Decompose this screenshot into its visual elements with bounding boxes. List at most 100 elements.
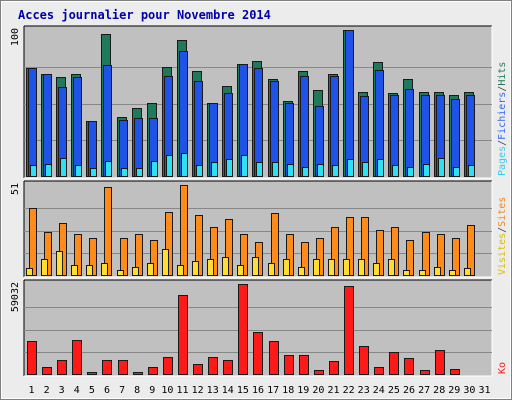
bar-visites-9 <box>147 263 154 276</box>
x-tick-label-16: 16 <box>252 385 264 396</box>
bar-fichiers-12 <box>194 81 203 177</box>
bar-ko-19 <box>299 355 309 375</box>
bar-pages-18 <box>287 164 294 177</box>
x-tick-label-12: 12 <box>192 385 204 396</box>
chart-title: Acces journalier pour Novembre 2014 <box>18 8 271 22</box>
bar-ko-7 <box>118 360 128 375</box>
bar-ko-4 <box>72 340 82 375</box>
legend-entry-0: Visites <box>497 233 508 275</box>
legend-visites-sites: Visites/Sites <box>497 197 508 275</box>
legend-entry-2: Sites <box>497 197 508 227</box>
bar-pages-26 <box>407 167 414 177</box>
chart-panels: 100Pages/Fichiers/Hits51Visites/Sites590… <box>10 25 508 377</box>
bar-pages-7 <box>121 168 128 177</box>
bar-fichiers-21 <box>330 76 339 177</box>
bar-visites-25 <box>388 259 395 276</box>
bar-ko-5 <box>87 372 97 375</box>
bar-visites-14 <box>222 257 229 276</box>
bar-visites-28 <box>434 267 441 276</box>
bar-fichiers-2 <box>43 74 52 177</box>
legend-entry-1: / <box>497 140 508 146</box>
bar-pages-29 <box>453 167 460 177</box>
bar-pages-4 <box>75 165 82 177</box>
legend-entry-1: / <box>497 227 508 233</box>
bar-sites-27 <box>422 232 430 276</box>
bar-visites-13 <box>207 259 214 276</box>
bar-pages-13 <box>211 162 218 177</box>
x-tick-label-18: 18 <box>282 385 294 396</box>
bar-pages-30 <box>468 165 475 177</box>
x-tick-label-23: 23 <box>358 385 370 396</box>
bar-fichiers-25 <box>390 95 399 177</box>
bar-visites-1 <box>26 268 33 276</box>
bar-sites-1 <box>29 208 37 276</box>
bar-visites-19 <box>298 267 305 276</box>
bar-fichiers-26 <box>405 89 414 177</box>
legend-entry-2: Fichiers <box>497 92 508 140</box>
bar-ko-26 <box>404 358 414 375</box>
x-tick-label-21: 21 <box>327 385 339 396</box>
bar-ko-16 <box>253 332 263 375</box>
bar-pages-12 <box>196 165 203 177</box>
legend-ko: Ko <box>497 362 508 374</box>
bar-pages-28 <box>438 158 445 177</box>
bar-pages-3 <box>60 158 67 177</box>
bar-pages-21 <box>332 165 339 177</box>
bar-ko-23 <box>359 346 369 375</box>
bar-visites-15 <box>237 265 244 276</box>
bar-pages-22 <box>347 159 354 177</box>
bar-visites-12 <box>192 261 199 276</box>
bar-visites-17 <box>268 263 275 276</box>
bar-ko-3 <box>57 360 67 375</box>
bar-visites-30 <box>464 268 471 276</box>
bar-visites-29 <box>449 270 456 276</box>
bar-ko-6 <box>102 360 112 375</box>
legend-entry-4: Hits <box>497 62 508 86</box>
bar-pages-10 <box>166 155 173 177</box>
y-max-label-ko: 59032 <box>10 282 21 312</box>
x-tick-label-30: 30 <box>463 385 475 396</box>
bar-visites-23 <box>358 259 365 276</box>
bar-visites-8 <box>132 267 139 276</box>
x-tick-label-24: 24 <box>373 385 385 396</box>
bar-ko-29 <box>450 369 460 375</box>
bar-pages-16 <box>256 162 263 177</box>
x-tick-label-11: 11 <box>176 385 188 396</box>
x-tick-label-17: 17 <box>267 385 279 396</box>
x-tick-label-2: 2 <box>44 385 50 396</box>
x-tick-label-29: 29 <box>448 385 460 396</box>
bar-fichiers-30 <box>466 95 475 177</box>
bar-ko-9 <box>148 367 158 375</box>
bar-pages-25 <box>392 165 399 177</box>
bar-visites-10 <box>162 249 169 276</box>
x-tick-label-20: 20 <box>312 385 324 396</box>
bar-pages-27 <box>423 164 430 177</box>
bar-visites-5 <box>86 265 93 276</box>
bar-pages-5 <box>90 168 97 177</box>
x-tick-label-5: 5 <box>89 385 95 396</box>
x-tick-label-22: 22 <box>343 385 355 396</box>
bar-ko-25 <box>389 352 399 375</box>
bar-ko-27 <box>420 370 430 375</box>
legend-entry-0: Pages <box>497 146 508 176</box>
bar-ko-21 <box>329 361 339 375</box>
legend-pages-fichiers-hits: Pages/Fichiers/Hits <box>497 62 508 176</box>
bar-pages-17 <box>272 162 279 177</box>
x-tick-label-9: 9 <box>149 385 155 396</box>
legend-entry-0: Ko <box>497 362 508 374</box>
bar-fichiers-1 <box>28 68 37 177</box>
bar-visites-26 <box>403 270 410 276</box>
bar-visites-4 <box>71 265 78 276</box>
x-tick-label-14: 14 <box>222 385 234 396</box>
bar-visites-22 <box>343 259 350 276</box>
x-tick-label-13: 13 <box>207 385 219 396</box>
x-tick-label-8: 8 <box>134 385 140 396</box>
bar-visites-3 <box>56 251 63 276</box>
x-tick-label-1: 1 <box>28 385 34 396</box>
bar-pages-2 <box>45 164 52 177</box>
bar-ko-10 <box>163 357 173 375</box>
x-tick-label-27: 27 <box>418 385 430 396</box>
x-tick-label-7: 7 <box>119 385 125 396</box>
